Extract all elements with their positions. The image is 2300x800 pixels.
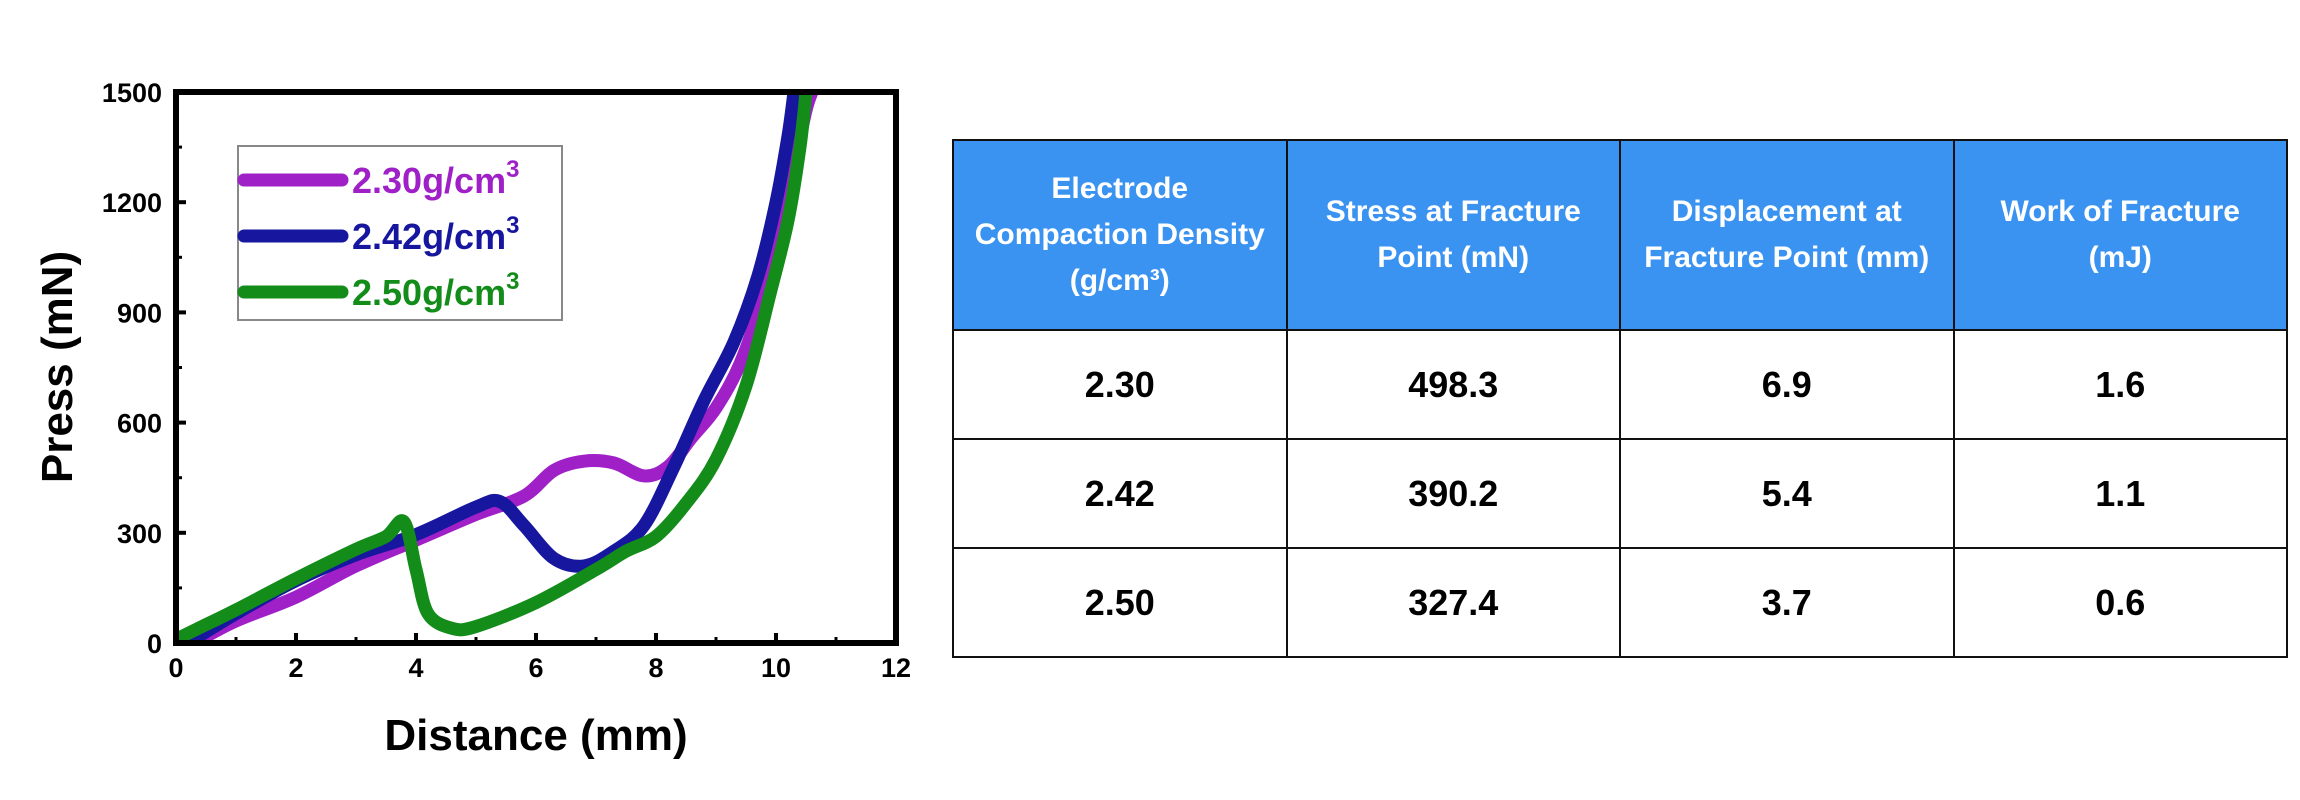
chart-svg: 0 2 4 6 8 10 12 0 300 600 900 1200 1500 Distance (m…	[33, 78, 911, 760]
legend-superscript: 3	[506, 212, 519, 239]
x-tick-label: 0	[168, 653, 183, 683]
table-cell: 498.3	[1285, 329, 1621, 440]
y-tick-label: 300	[117, 519, 162, 549]
legend-label-1: 2.30g/cm3	[352, 156, 519, 201]
press-distance-chart: 0 2 4 6 8 10 12 0 300 600 900 1200 1500 Distance (m…	[0, 0, 940, 800]
legend-label-2: 2.42g/cm3	[352, 212, 519, 257]
header-work-of-fracture: Work of Fracture (mJ)	[1952, 139, 2288, 331]
table-cell: 2.42	[952, 438, 1288, 549]
table-cell: 2.30	[952, 329, 1288, 440]
table-cell: 1.1	[1952, 438, 2288, 549]
x-axis-title: Distance (mm)	[384, 711, 687, 760]
y-tick-label: 1200	[102, 188, 162, 218]
x-tick-label: 2	[288, 653, 303, 683]
y-axis-ticks: 0 300 600 900 1200 1500	[102, 78, 186, 659]
table-cell: 6.9	[1619, 329, 1955, 440]
table-cell: 2.50	[952, 547, 1288, 658]
legend-superscript: 3	[506, 156, 519, 183]
table-row: 2.30 498.3 6.9 1.6	[952, 329, 2288, 440]
table-cell: 327.4	[1285, 547, 1621, 658]
header-stress-at-fracture: Stress at Fracture Point (mN)	[1285, 139, 1621, 331]
table-cell: 3.7	[1619, 547, 1955, 658]
table-cell: 0.6	[1952, 547, 2288, 658]
table-row: 2.42 390.2 5.4 1.1	[952, 438, 2288, 549]
table-header-row: Electrode Compaction Density (g/cm³) Str…	[952, 139, 2288, 331]
series-line-3	[176, 92, 813, 643]
x-tick-label: 6	[528, 653, 543, 683]
table-row: 2.50 327.4 3.7 0.6	[952, 547, 2288, 658]
x-axis-ticks: 0 2 4 6 8 10 12	[168, 633, 911, 683]
y-axis-title: Press (mN)	[33, 251, 82, 483]
table-cell: 390.2	[1285, 438, 1621, 549]
table-cell: 1.6	[1952, 329, 2288, 440]
fracture-results-table-wrap: Electrode Compaction Density (g/cm³) Str…	[952, 139, 2288, 658]
fracture-results-table: Electrode Compaction Density (g/cm³) Str…	[952, 139, 2288, 658]
x-tick-label: 10	[761, 653, 791, 683]
table-header: Electrode Compaction Density (g/cm³) Str…	[952, 139, 2288, 331]
x-tick-label: 8	[648, 653, 663, 683]
x-tick-label: 12	[881, 653, 911, 683]
chart-curves	[176, 92, 819, 643]
y-tick-label: 600	[117, 409, 162, 439]
header-displacement-at-fracture: Displacement at Fracture Point (mm)	[1619, 139, 1955, 331]
table-cell: 5.4	[1619, 438, 1955, 549]
y-tick-label: 0	[147, 629, 162, 659]
table-body: 2.30 498.3 6.9 1.6 2.42 390.2 5.4 1.1 2.…	[952, 329, 2288, 658]
legend-superscript: 3	[506, 268, 519, 295]
chart-legend: 2.30g/cm3 2.42g/cm3 2.50g/cm3	[237, 145, 563, 321]
x-tick-label: 4	[408, 653, 423, 683]
header-compaction-density: Electrode Compaction Density (g/cm³)	[952, 139, 1288, 331]
y-tick-label: 900	[117, 298, 162, 328]
y-tick-label: 1500	[102, 78, 162, 108]
legend-label-3: 2.50g/cm3	[352, 268, 519, 313]
